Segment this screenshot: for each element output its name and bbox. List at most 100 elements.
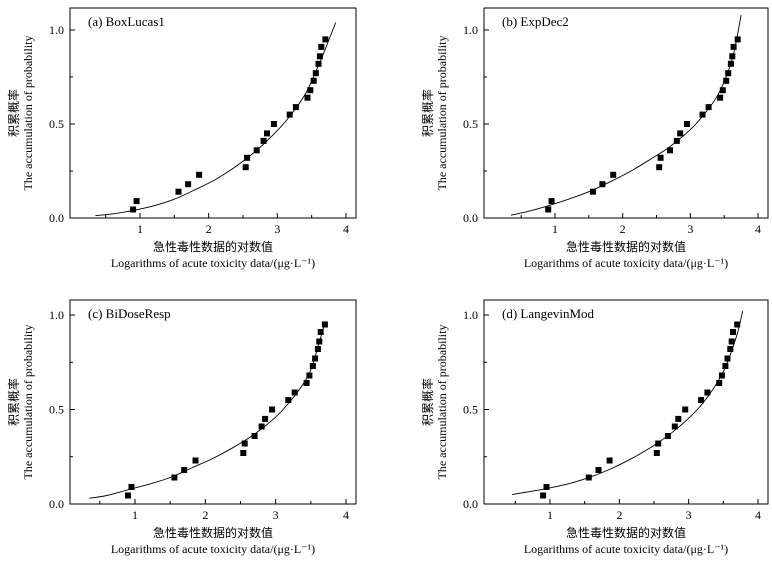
x-tick-label: 4 <box>755 508 761 522</box>
data-point <box>725 70 732 77</box>
data-point <box>307 87 314 94</box>
data-point <box>240 450 247 456</box>
x-tick-label: 2 <box>206 222 212 236</box>
data-point <box>317 329 324 335</box>
x-tick-label: 2 <box>616 508 622 522</box>
data-point <box>727 60 734 67</box>
data-point <box>540 492 547 499</box>
data-point <box>285 397 292 404</box>
fit-curve <box>95 22 337 217</box>
x-tick-label: 3 <box>274 222 280 236</box>
y-axis-label: The accumulation of probability <box>21 325 35 480</box>
y-tick-label: 0.0 <box>463 497 478 511</box>
data-point <box>653 450 660 456</box>
data-point <box>314 346 321 352</box>
x-axis-label-cn: 急性毒性数据的对数值 <box>566 239 686 254</box>
data-point <box>677 130 684 137</box>
y-tick-label: 0.5 <box>463 117 478 131</box>
x-tick-label: 2 <box>202 508 208 522</box>
panel-title: (d) LangevinMod <box>502 306 595 321</box>
data-point <box>260 137 267 144</box>
y-tick-label: 0.5 <box>463 403 478 417</box>
data-point <box>724 355 731 362</box>
x-axis-label: Logarithms of acute toxicity data/(μg·L⁻… <box>111 542 315 556</box>
x-tick-label: 1 <box>552 222 558 236</box>
data-point <box>196 171 203 178</box>
data-point <box>315 60 322 67</box>
x-axis-label: Logarithms of acute toxicity data/(μg·L⁻… <box>111 256 315 270</box>
y-axis-label: The accumulation of probability <box>21 36 35 191</box>
data-point <box>730 329 736 335</box>
data-point <box>309 363 316 369</box>
y-tick-label: 0.0 <box>49 211 64 225</box>
x-tick-label: 1 <box>132 508 138 522</box>
data-point <box>312 355 319 362</box>
fit-curve <box>511 311 744 496</box>
data-point <box>606 457 613 464</box>
data-point <box>599 181 606 188</box>
x-tick-label: 4 <box>343 222 349 236</box>
data-point <box>304 94 311 101</box>
data-point <box>675 415 682 422</box>
x-tick-label: 3 <box>273 508 279 522</box>
data-point <box>723 77 730 84</box>
data-point <box>719 87 726 94</box>
data-point <box>322 36 329 43</box>
data-point <box>548 198 555 205</box>
data-point <box>728 338 735 345</box>
data-point <box>318 43 325 50</box>
y-tick-label: 1.0 <box>463 308 478 322</box>
data-point <box>543 484 550 490</box>
data-point <box>717 94 724 101</box>
data-point <box>610 171 617 178</box>
data-point <box>241 440 248 447</box>
x-axis-label-cn: 急性毒性数据的对数值 <box>153 525 273 540</box>
data-point <box>125 492 131 499</box>
plot-frame <box>483 299 769 505</box>
plot-frame <box>69 7 357 219</box>
data-point <box>253 147 260 154</box>
panel-b: (b) ExpDec2 1 2 3 4 0.0 0.5 1.0 急性毒性数据的对数值 Logari… <box>420 7 769 270</box>
data-point <box>657 154 664 161</box>
x-tick-label: 1 <box>137 222 143 236</box>
data-point <box>727 346 734 352</box>
data-point <box>242 164 249 171</box>
x-axis-label-cn: 急性毒性数据的对数值 <box>153 239 273 254</box>
data-point <box>718 372 725 379</box>
y-axis-label: The accumulation of probability <box>435 36 449 191</box>
x-axis-label-cn: 急性毒性数据的对数值 <box>566 525 686 540</box>
data-point <box>684 121 690 127</box>
data-point <box>545 206 552 213</box>
data-point <box>181 467 188 473</box>
data-point <box>192 457 199 464</box>
data-point <box>705 104 712 111</box>
data-point <box>171 474 178 481</box>
data-point <box>270 121 277 127</box>
data-point <box>589 188 596 195</box>
data-point <box>133 198 140 205</box>
data-point <box>682 406 689 413</box>
y-tick-label: 0.0 <box>49 497 64 511</box>
data-point <box>699 111 706 118</box>
y-tick-label: 1.0 <box>49 23 64 37</box>
data-point <box>244 154 251 161</box>
fit-curve <box>89 322 326 499</box>
y-tick-label: 1.0 <box>463 23 478 37</box>
data-point <box>286 111 293 118</box>
data-point <box>730 43 737 50</box>
data-point <box>264 130 270 137</box>
data-point <box>729 53 736 60</box>
data-point <box>734 36 741 43</box>
y-tick-label: 1.0 <box>49 308 64 322</box>
y-axis-label-cn: 积累概率 <box>420 89 435 137</box>
x-tick-label: 3 <box>687 222 693 236</box>
data-point <box>251 433 258 439</box>
x-tick-label: 3 <box>686 508 692 522</box>
panel-c: (c) BiDoseResp 1 2 3 4 0.0 0.5 1.0 急性毒性数据的对数值 Log… <box>6 299 357 556</box>
y-tick-label: 0.5 <box>49 403 64 417</box>
data-point <box>128 484 135 490</box>
y-axis-label: The accumulation of probability <box>435 325 449 480</box>
y-axis-label-cn: 积累概率 <box>420 378 435 426</box>
data-point <box>722 363 729 369</box>
